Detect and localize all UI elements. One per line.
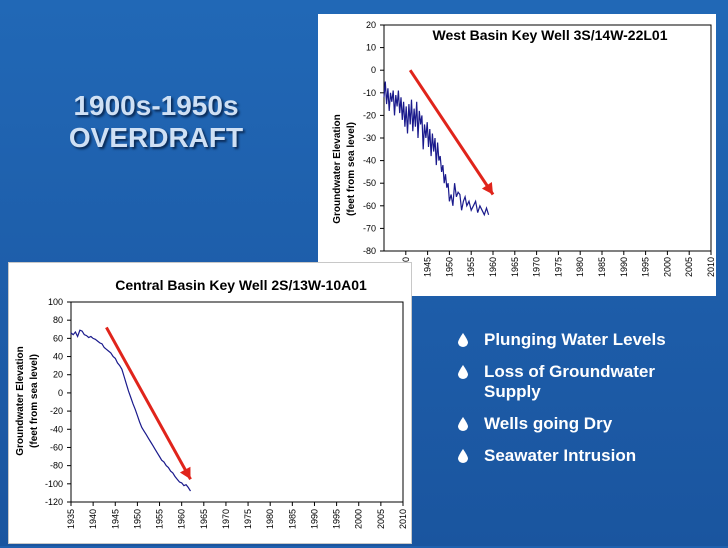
- central-basin-chart: Central Basin Key Well 2S/13W-10A01 Grou…: [15, 277, 408, 529]
- plot-frame: [70, 301, 404, 503]
- trend-arrow-line: [408, 69, 495, 196]
- x-tick-label: 1995: [641, 257, 651, 277]
- trend-arrow-head: [481, 182, 493, 195]
- x-tick-label: 1955: [155, 509, 165, 529]
- x-tick-label: 1945: [423, 257, 433, 277]
- y-tick-label: -30: [363, 133, 376, 143]
- x-tick-label: 1975: [553, 257, 563, 277]
- y-tick-label: -100: [45, 479, 63, 489]
- x-tick-label: 1980: [575, 257, 585, 277]
- y-tick-label: 20: [366, 20, 376, 30]
- y-tick-label: 0: [58, 388, 63, 398]
- x-tick-label: 1990: [619, 257, 629, 277]
- y-tick-label: 60: [53, 333, 63, 343]
- x-tick-label: 1990: [309, 509, 319, 529]
- x-tick-label: 1970: [532, 257, 542, 277]
- y-tick-label: -120: [45, 497, 63, 507]
- trend-arrow-line: [105, 326, 192, 480]
- y-tick-label: -20: [50, 406, 63, 416]
- y-tick-label: -40: [363, 156, 376, 166]
- bullet-list: Plunging Water Levels Loss of Groundwate…: [452, 330, 712, 478]
- x-tick-label: 2010: [398, 509, 408, 529]
- y-tick-label: 20: [53, 370, 63, 380]
- y-tick-label: -80: [363, 246, 376, 256]
- x-tick-label: 2000: [354, 509, 364, 529]
- y-tick-label: -70: [363, 223, 376, 233]
- y-tick-label: -80: [50, 461, 63, 471]
- water-drop-icon: [458, 365, 468, 379]
- x-tick-label: 1995: [332, 509, 342, 529]
- x-tick-label: 1935: [66, 509, 76, 529]
- slide-title: 1900s-1950s OVERDRAFT: [50, 90, 262, 154]
- x-tick-label: 2010: [706, 257, 716, 277]
- bullet-item: Loss of Groundwater Supply: [452, 362, 712, 402]
- x-tick-label: 1945: [110, 509, 120, 529]
- chart-title: West Basin Key Well 3S/14W-22L01: [433, 27, 668, 43]
- series-line: [383, 81, 490, 217]
- y-tick-label: 100: [48, 297, 63, 307]
- water-drop-icon: [458, 417, 468, 431]
- bullet-text: Seawater Intrusion: [484, 446, 637, 465]
- x-tick-label: 1940: [88, 509, 98, 529]
- y-tick-label: -50: [363, 178, 376, 188]
- x-tick-label: 1970: [221, 509, 231, 529]
- bullet-item: Wells going Dry: [452, 414, 712, 434]
- central-basin-chart-panel: Central Basin Key Well 2S/13W-10A01 Grou…: [8, 262, 412, 544]
- y-tick-label: 40: [53, 352, 63, 362]
- x-tick-label: 1975: [243, 509, 253, 529]
- x-tick-label: 1985: [597, 257, 607, 277]
- title-line-1: 1900s-1950s: [73, 90, 239, 121]
- y-axis-label-line-1: Groundwater Elevation: [15, 346, 26, 455]
- y-tick-label: -40: [50, 424, 63, 434]
- x-tick-label: 1960: [488, 257, 498, 277]
- water-drop-icon: [458, 449, 468, 463]
- x-tick-label: 2005: [376, 509, 386, 529]
- bullet-text: Wells going Dry: [484, 414, 613, 433]
- y-axis-label-line-2: (feet from sea level): [29, 354, 40, 448]
- x-tick-label: 2000: [662, 257, 672, 277]
- west-basin-chart: West Basin Key Well 3S/14W-22L01 Groundw…: [332, 20, 716, 277]
- y-tick-label: 10: [366, 43, 376, 53]
- x-tick-label: 1950: [444, 257, 454, 277]
- west-basin-chart-panel: West Basin Key Well 3S/14W-22L01 Groundw…: [318, 14, 716, 296]
- y-tick-label: -20: [363, 110, 376, 120]
- bullet-item: Plunging Water Levels: [452, 330, 712, 350]
- y-tick-label: 0: [371, 65, 376, 75]
- series-line: [70, 329, 192, 492]
- x-tick-label: 1965: [199, 509, 209, 529]
- y-axis-label-line-2: (feet from sea level): [346, 122, 357, 216]
- plot-frame: [383, 24, 712, 252]
- y-tick-label: -60: [50, 442, 63, 452]
- x-tick-label: 1985: [287, 509, 297, 529]
- x-tick-label: 1955: [466, 257, 476, 277]
- trend-arrow-head: [179, 466, 191, 480]
- y-tick-label: -60: [363, 201, 376, 211]
- y-tick-label: 80: [53, 315, 63, 325]
- title-line-2: OVERDRAFT: [68, 122, 244, 153]
- chart-title: Central Basin Key Well 2S/13W-10A01: [115, 277, 367, 293]
- plot-area: 20100-10-20-30-40-50-60-70-8019401945195…: [363, 20, 716, 277]
- y-axis-label-line-1: Groundwater Elevation: [332, 114, 343, 223]
- x-tick-label: 1960: [177, 509, 187, 529]
- y-tick-label: -10: [363, 88, 376, 98]
- bullet-text: Plunging Water Levels: [484, 330, 666, 349]
- x-tick-label: 2005: [684, 257, 694, 277]
- x-tick-label: 1980: [265, 509, 275, 529]
- bullet-text: Loss of Groundwater Supply: [484, 362, 655, 401]
- x-tick-label: 1965: [510, 257, 520, 277]
- water-drop-icon: [458, 333, 468, 347]
- x-tick-label: 1950: [132, 509, 142, 529]
- bullet-item: Seawater Intrusion: [452, 446, 712, 466]
